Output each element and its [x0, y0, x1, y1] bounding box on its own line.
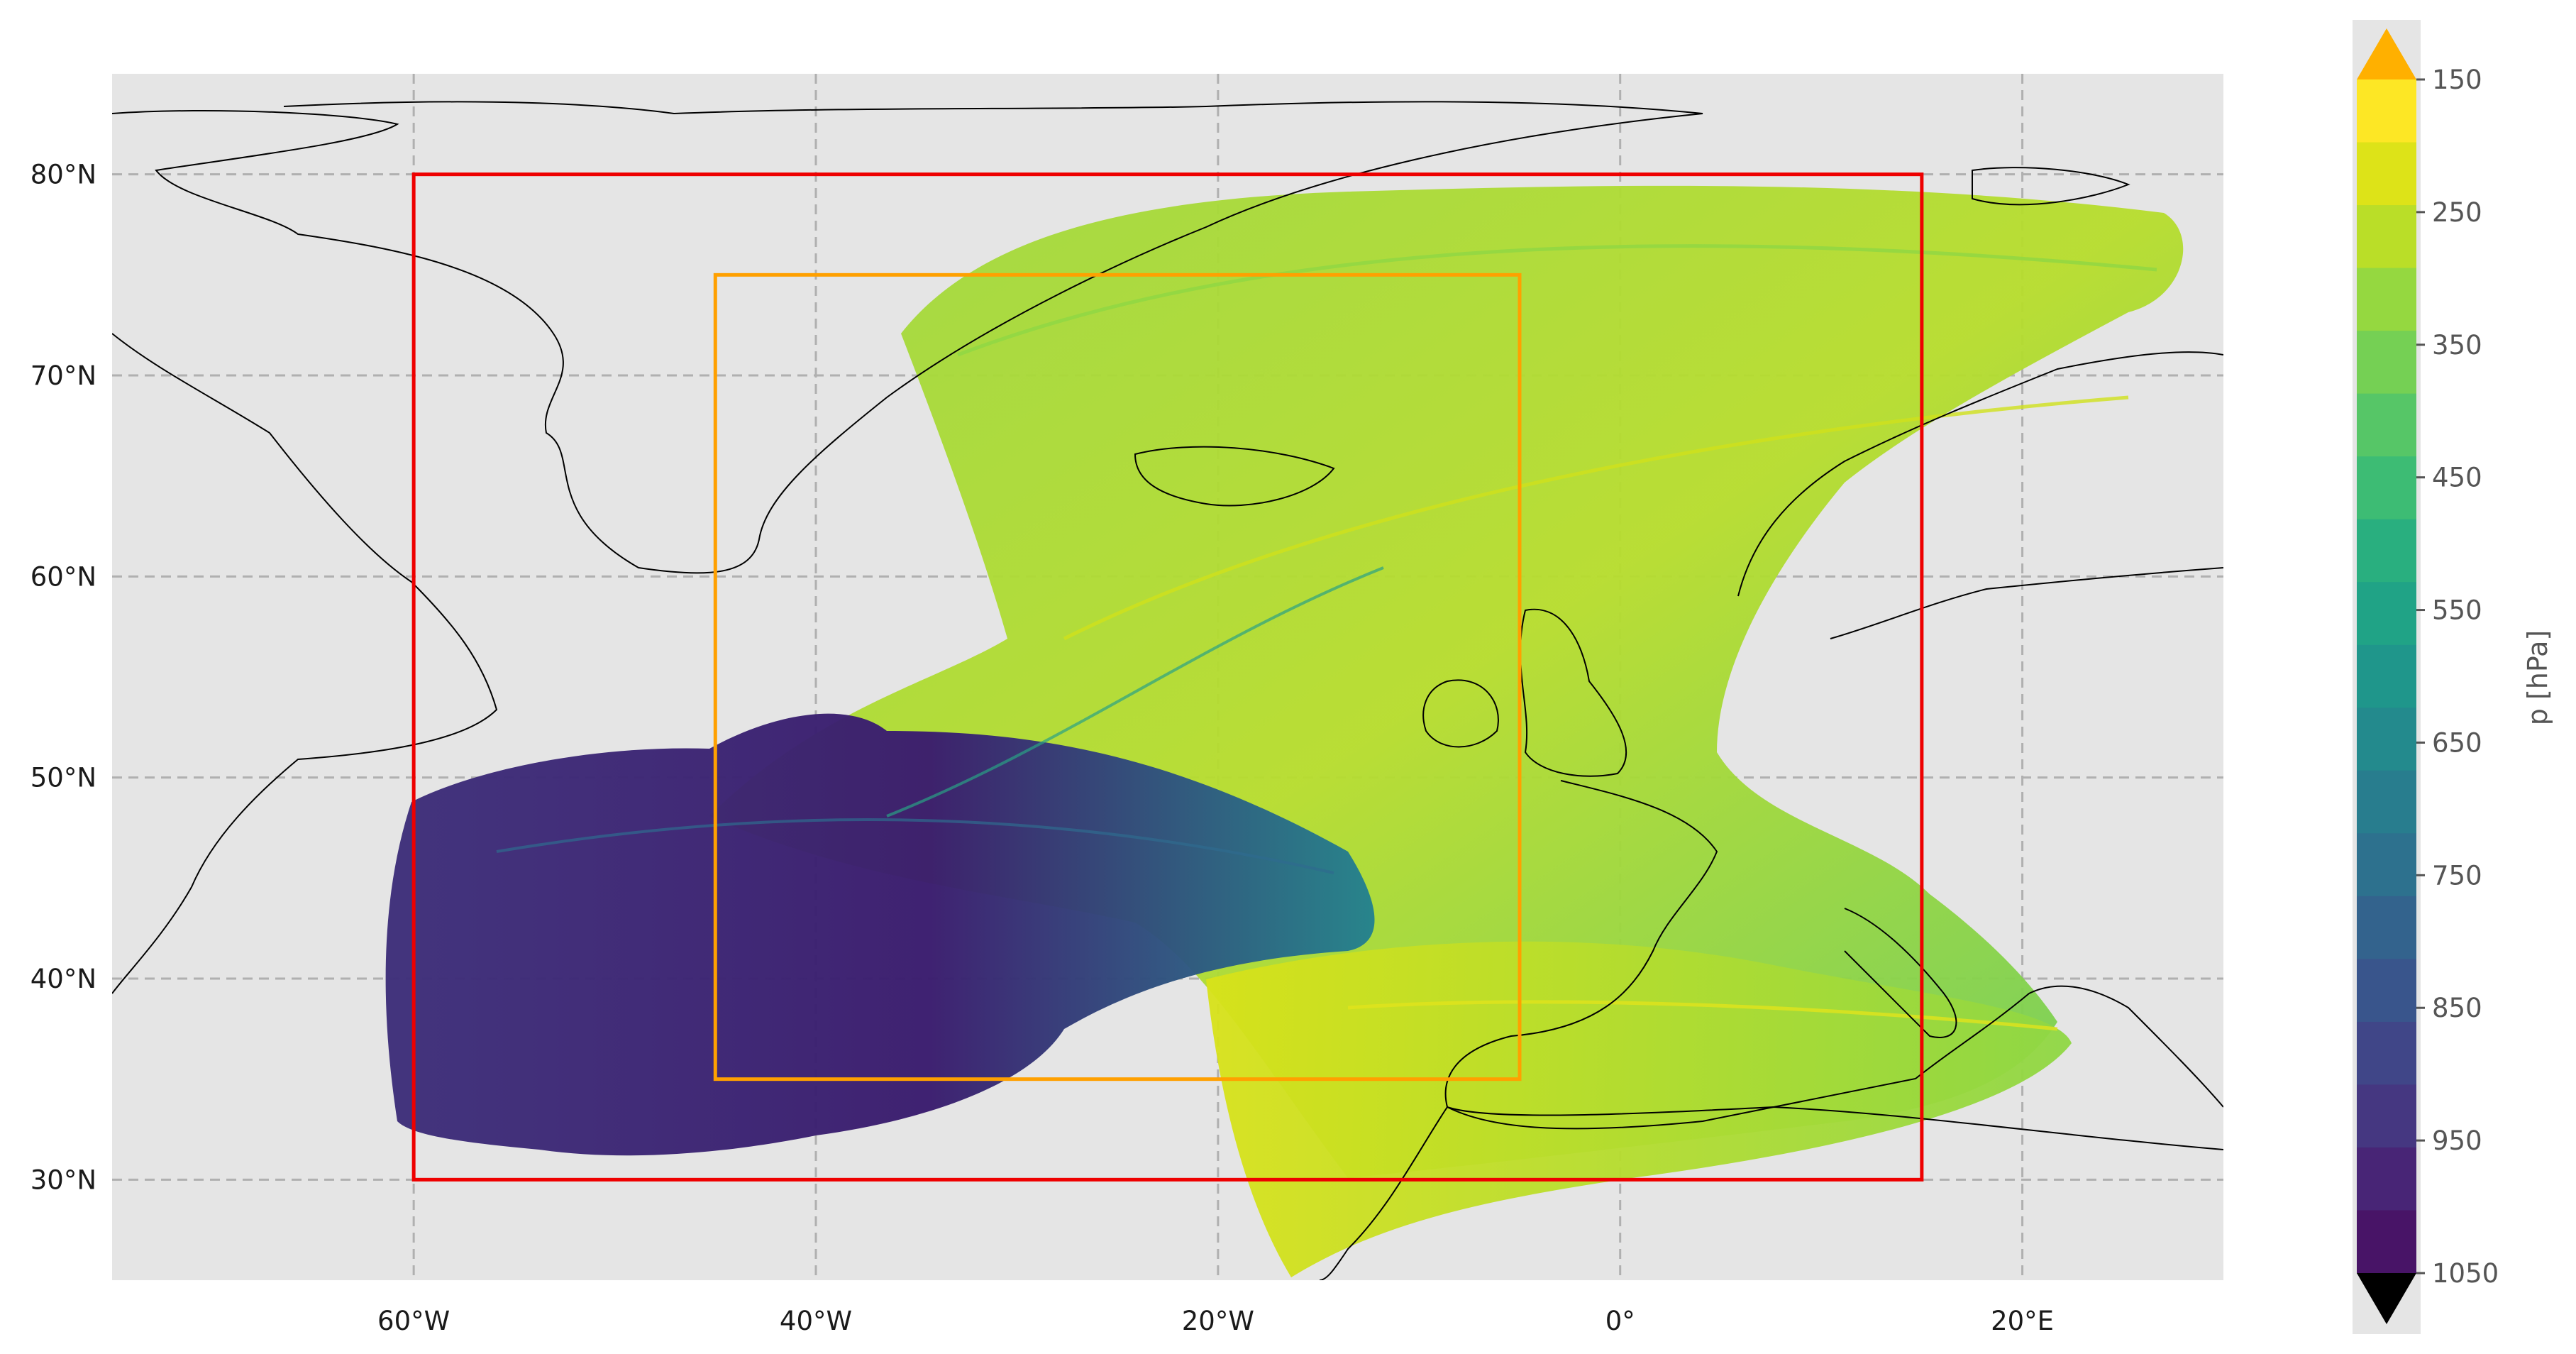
colorbar-tick-label: 250 [2432, 197, 2482, 228]
lon-tick-label: 40°W [780, 1306, 852, 1336]
colorbar-tick-label: 1050 [2432, 1258, 2499, 1289]
lat-tick-label: 80°N [31, 160, 96, 190]
colorbar-under-triangle [2357, 1273, 2416, 1324]
coastline-africa-west [1319, 1106, 1448, 1280]
colorbar-segment [2357, 1084, 2416, 1148]
coastline-scandinavia [1737, 351, 2223, 597]
colorbar-tick-label: 350 [2432, 330, 2482, 360]
outer-domain-box [411, 172, 1924, 1182]
lon-tick-label: 20°W [1182, 1306, 1254, 1336]
coastlines [112, 101, 2223, 1280]
coastline-baltic [1830, 567, 2223, 639]
colorbar-ticks: 150 250 350 450 550 650 750 850 950 1050 [2416, 65, 2499, 1289]
colorbar-segment [2357, 582, 2416, 646]
colorbar-segment [2357, 79, 2416, 143]
coastline-svalbard [1972, 167, 2130, 206]
colorbar-segment [2357, 1021, 2416, 1086]
coastline-europe [1444, 780, 2223, 1130]
trajectory-stroke [957, 244, 2157, 357]
colorbar-segment [2357, 268, 2416, 331]
lat-tick-label: 50°N [31, 763, 96, 793]
colorbar-segment [2357, 644, 2416, 708]
southern-trajectories [1206, 941, 2072, 1277]
lat-tick-label: 60°N [31, 561, 96, 592]
colorbar-segment [2357, 393, 2416, 457]
colorbar-tick-label: 550 [2432, 595, 2482, 626]
colorbar-segment [2357, 959, 2416, 1023]
colorbar-tick-label: 150 [2432, 65, 2482, 95]
domain-boxes [411, 172, 1924, 1182]
coastline-greenland [112, 101, 1703, 574]
trajectory-stroke [1347, 1000, 2058, 1031]
lon-tick-label: 0° [1605, 1306, 1635, 1336]
trajectory-stroke [1063, 395, 2129, 641]
lower-level-trajectories [385, 713, 1375, 1156]
trajectory-stroke [886, 566, 1384, 818]
colorbar-segment [2357, 770, 2416, 834]
colorbar-segment [2357, 456, 2416, 520]
coastline-italy [1844, 908, 1957, 1038]
coastline-ireland [1422, 679, 1499, 748]
lat-tick-label: 30°N [31, 1165, 96, 1195]
colorbar-over-triangle [2357, 28, 2416, 79]
colorbar-tick-label: 950 [2432, 1125, 2482, 1156]
colorbar-segments [2353, 20, 2421, 1334]
trajectory-stroke [496, 818, 1334, 874]
colorbar-label: p [hPa] [2522, 630, 2553, 725]
lat-tick-label: 70°N [31, 360, 96, 391]
inner-domain-box [713, 273, 1522, 1081]
colorbar: 150 250 350 450 550 650 750 850 950 1050 p [hPa] [2353, 20, 2553, 1334]
colorbar-segment [2357, 1210, 2416, 1274]
coastline-great-britain [1519, 608, 1627, 777]
coastline-iceland [1134, 446, 1335, 507]
coastline-north-africa [1447, 1106, 2223, 1150]
lat-tick-label: 40°N [31, 964, 96, 994]
lon-tick-label: 60°W [377, 1306, 450, 1336]
coastline-north-america [112, 333, 498, 994]
longitude-tick-labels: 60°W 40°W 20°W 0° 20°E [377, 1306, 2054, 1336]
colorbar-segment [2357, 519, 2416, 583]
lon-tick-label: 20°E [1991, 1306, 2054, 1336]
colorbar-segment [2357, 142, 2416, 206]
colorbar-segment [2357, 708, 2416, 771]
colorbar-tick-label: 450 [2432, 463, 2482, 493]
colorbar-tick-label: 650 [2432, 727, 2482, 758]
colorbar-segment [2357, 1147, 2416, 1211]
latitude-tick-labels: 30°N 40°N 50°N 60°N 70°N 80°N [31, 160, 96, 1196]
colorbar-segment [2357, 833, 2416, 897]
colorbar-tick-label: 750 [2432, 860, 2482, 891]
colorbar-segment [2357, 896, 2416, 959]
colorbar-segment [2357, 331, 2416, 395]
colorbar-tick-label: 850 [2432, 993, 2482, 1023]
colorbar-segment [2357, 205, 2416, 269]
